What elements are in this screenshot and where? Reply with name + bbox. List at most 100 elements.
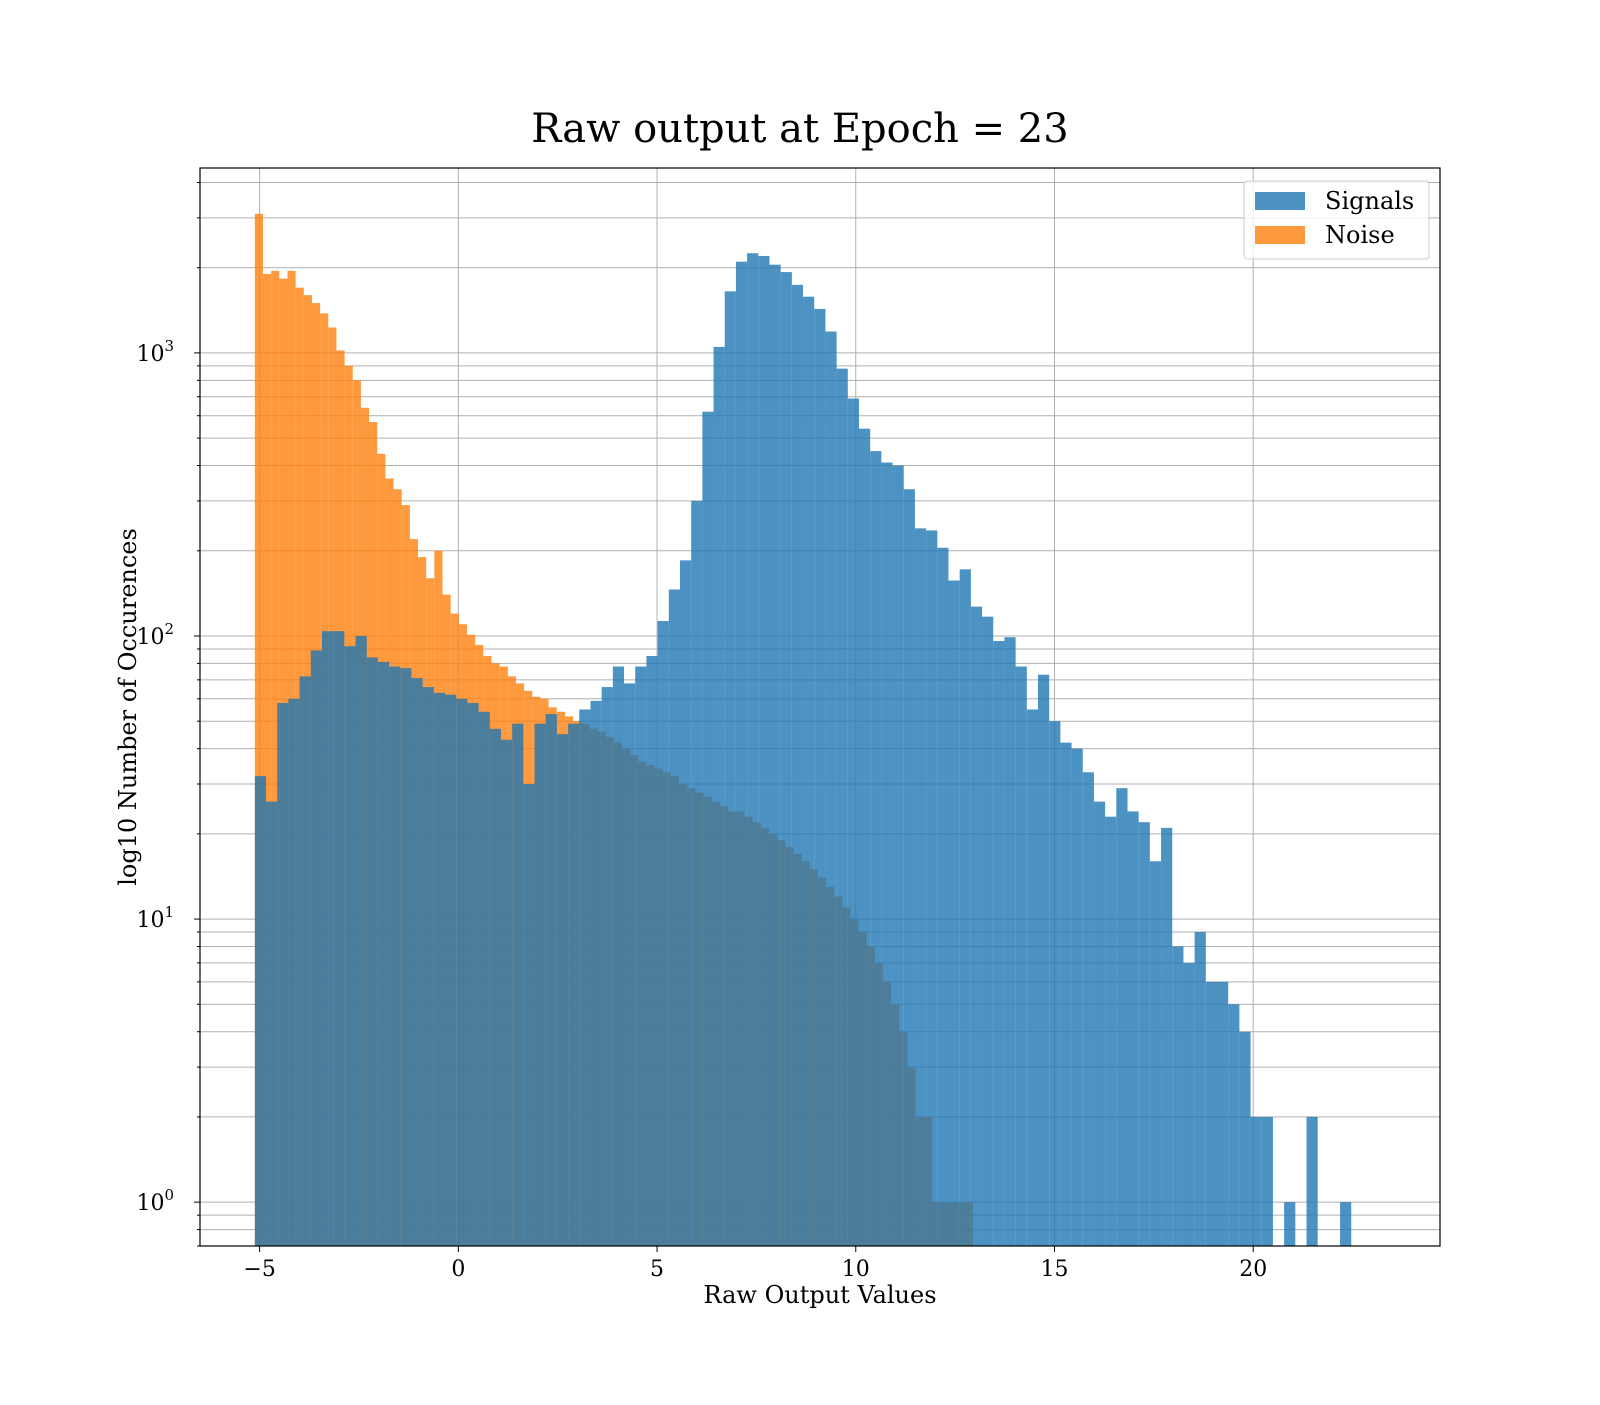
chart-title: Raw output at Epoch = 23 — [531, 106, 1068, 152]
signals-bar — [803, 296, 815, 1246]
signals-bar — [903, 489, 915, 1247]
signals-bar — [1340, 1202, 1352, 1246]
signals-bar — [1217, 981, 1229, 1246]
signals-bar — [422, 687, 434, 1246]
signals-bar — [1026, 709, 1038, 1246]
signals-bar — [646, 655, 658, 1246]
signals-bar — [993, 641, 1005, 1246]
signals-bar — [579, 709, 591, 1246]
signals-bar — [1082, 772, 1094, 1246]
noise-bar — [271, 270, 280, 1246]
y-tick-exponent: 1 — [164, 903, 174, 921]
signals-bar — [288, 698, 300, 1246]
signals-bar — [1194, 932, 1206, 1246]
y-tick-exponent: 2 — [164, 620, 174, 638]
signals-bar — [1116, 788, 1128, 1246]
signals-bar — [500, 739, 513, 1246]
signals-bar — [735, 261, 748, 1246]
signals-bar — [881, 462, 893, 1246]
signals-bar — [1306, 1116, 1318, 1246]
noise-bar — [254, 213, 264, 1246]
signals-bar — [523, 784, 535, 1246]
legend: Signals Noise — [1243, 180, 1430, 260]
signals-bar — [1261, 1116, 1273, 1246]
signals-bar — [1250, 1116, 1262, 1246]
signals-bar — [747, 253, 759, 1247]
legend-label-signals: Signals — [1325, 187, 1414, 215]
signals-bar — [1105, 816, 1117, 1246]
noise-bar — [263, 274, 272, 1246]
signals-bar — [1228, 1004, 1240, 1246]
signals-bar — [266, 801, 278, 1246]
x-tick-label: 0 — [451, 1257, 465, 1282]
signals-bar — [769, 264, 781, 1246]
signals-bar — [892, 465, 904, 1246]
y-tick-base: 10 — [136, 1191, 164, 1216]
signals-bar — [836, 368, 848, 1246]
signals-bar — [310, 650, 322, 1246]
x-tick-label: 10 — [842, 1257, 870, 1282]
signals-bar — [1049, 721, 1061, 1246]
signals-bar — [1172, 946, 1184, 1246]
signals-bar — [847, 398, 859, 1246]
signals-bar — [1284, 1202, 1296, 1246]
x-tick-label: 15 — [1040, 1257, 1068, 1282]
signals-bar — [333, 631, 345, 1246]
plot-frame — [199, 167, 1441, 1247]
signals-bar — [791, 284, 804, 1246]
signals-bar — [1015, 666, 1027, 1246]
signals-bars — [254, 253, 1352, 1247]
x-axis-label: Raw Output Values — [703, 1281, 936, 1309]
y-tick-label: 102 — [136, 620, 174, 650]
signals-bar — [959, 569, 971, 1246]
y-tick-exponent: 3 — [164, 337, 174, 355]
signals-bar — [545, 714, 557, 1246]
y-tick-base: 10 — [136, 625, 164, 650]
signals-bar — [724, 291, 736, 1247]
signals-bar — [467, 702, 479, 1246]
signals-bar — [478, 711, 490, 1246]
signals-bar — [926, 530, 938, 1246]
x-tick-label: 5 — [650, 1257, 664, 1282]
signals-bar — [635, 666, 647, 1246]
signals-bar — [758, 255, 770, 1247]
signals-bar — [679, 560, 692, 1246]
signals-bar — [1183, 962, 1195, 1246]
signals-bar — [433, 692, 446, 1246]
signals-bar — [489, 728, 501, 1246]
legend-swatch-signals — [1255, 192, 1305, 210]
signals-bar — [780, 272, 792, 1247]
signals-bar — [512, 723, 524, 1246]
signals-bar — [982, 616, 994, 1246]
signals-bar — [534, 723, 546, 1246]
signals-bar — [612, 666, 625, 1246]
signals-bar — [1205, 981, 1217, 1246]
legend-swatch-noise — [1255, 226, 1305, 244]
y-tick-base: 10 — [136, 342, 164, 367]
signals-bar — [914, 528, 927, 1246]
signals-bar — [970, 606, 983, 1246]
signals-bar — [1093, 801, 1106, 1246]
x-tick-label: 20 — [1239, 1257, 1267, 1282]
signals-bar — [624, 683, 636, 1246]
signals-bar — [814, 308, 826, 1246]
signals-bar — [825, 331, 837, 1246]
legend-label-noise: Noise — [1325, 221, 1395, 249]
signals-bar — [590, 700, 602, 1246]
signals-bar — [601, 687, 613, 1246]
signals-bar — [870, 451, 882, 1247]
y-tick-label: 101 — [136, 903, 174, 933]
signals-bar — [858, 428, 871, 1246]
signals-bar — [344, 646, 356, 1246]
signals-bar — [355, 635, 367, 1246]
signals-bar — [254, 776, 267, 1246]
signals-bar — [713, 346, 725, 1246]
signals-bar — [321, 631, 334, 1246]
signals-bar — [1004, 637, 1016, 1246]
y-tick-exponent: 0 — [164, 1186, 174, 1204]
y-axis-label: log10 Number of Occurences — [114, 528, 142, 886]
signals-bar — [400, 668, 412, 1246]
